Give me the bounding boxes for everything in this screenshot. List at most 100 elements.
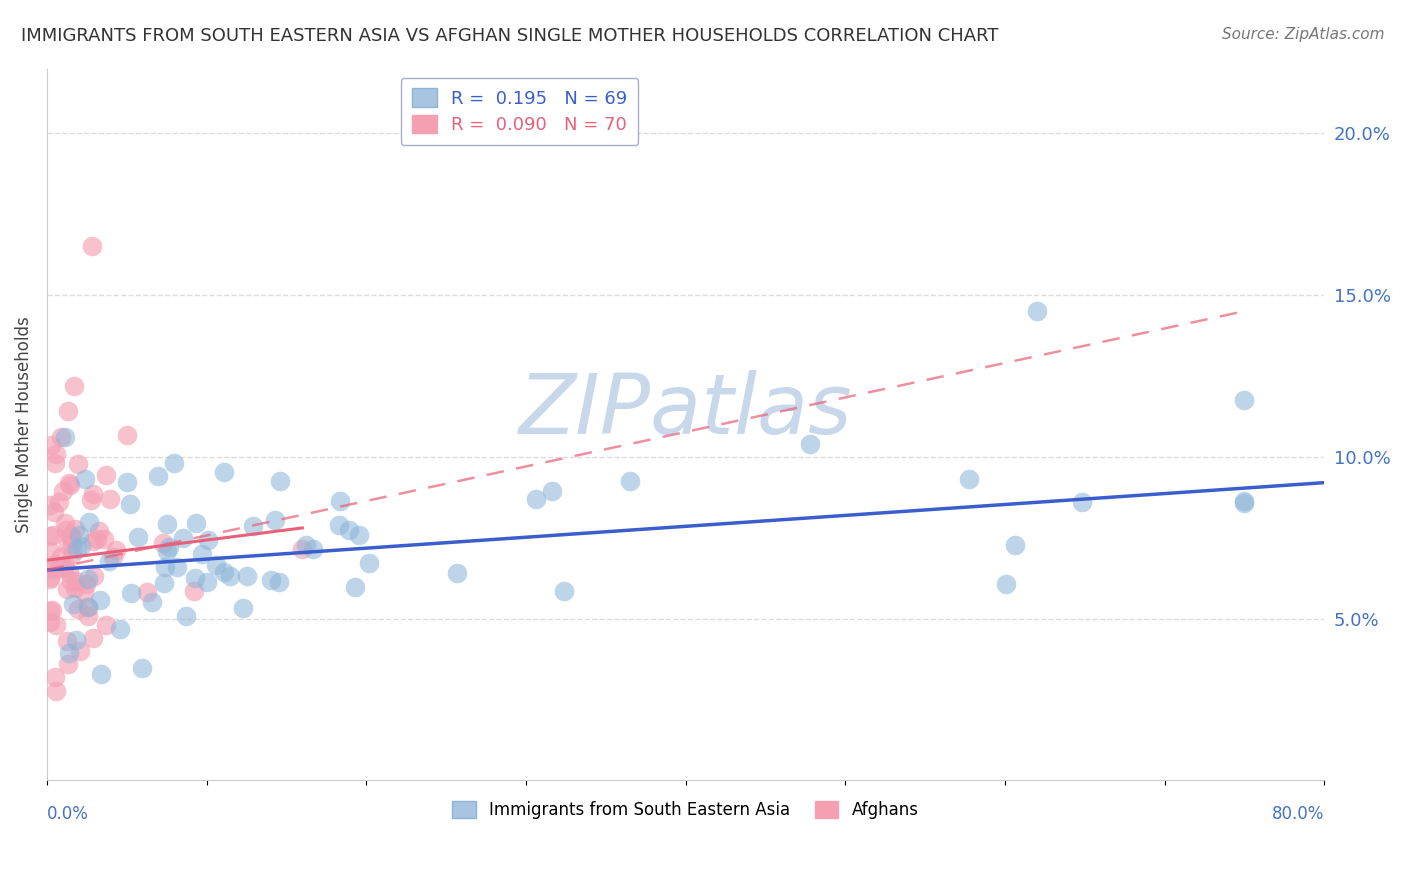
Point — [957, 472, 980, 486]
Point — [108, 622, 131, 636]
Point — [152, 535, 174, 549]
Point — [45, 617, 67, 632]
Point — [153, 559, 176, 574]
Point — [51, 430, 73, 444]
Point — [94, 467, 117, 482]
Point — [58, 646, 80, 660]
Point — [44, 456, 66, 470]
Point — [79, 493, 101, 508]
Point — [58, 566, 80, 580]
Point — [93, 532, 115, 546]
Point — [359, 556, 381, 570]
Point — [146, 469, 169, 483]
Point — [995, 577, 1018, 591]
Point — [205, 558, 228, 572]
Point — [56, 538, 79, 552]
Point — [267, 574, 290, 589]
Point — [39, 604, 62, 618]
Point — [197, 533, 219, 547]
Point — [172, 531, 194, 545]
Point — [156, 516, 179, 531]
Point — [291, 541, 314, 556]
Point — [60, 530, 83, 544]
Point — [260, 573, 283, 587]
Point — [94, 618, 117, 632]
Point — [174, 608, 197, 623]
Point — [58, 476, 80, 491]
Point — [1233, 393, 1256, 408]
Text: IMMIGRANTS FROM SOUTH EASTERN ASIA VS AFGHAN SINGLE MOTHER HOUSEHOLDS CORRELATIO: IMMIGRANTS FROM SOUTH EASTERN ASIA VS AF… — [21, 27, 998, 45]
Point — [39, 438, 62, 452]
Point — [39, 543, 62, 558]
Point — [120, 497, 142, 511]
Point — [120, 585, 142, 599]
Point — [69, 644, 91, 658]
Point — [69, 539, 91, 553]
Point — [63, 378, 86, 392]
Point — [66, 457, 89, 471]
Point — [41, 558, 63, 572]
Point — [446, 566, 468, 581]
Point — [295, 538, 318, 552]
Point — [183, 583, 205, 598]
Point — [799, 436, 821, 450]
Point — [157, 540, 180, 554]
Point — [1233, 493, 1256, 508]
Point — [77, 515, 100, 529]
Point — [1070, 495, 1092, 509]
Point — [63, 581, 86, 595]
Point — [48, 561, 70, 575]
Point — [242, 519, 264, 533]
Point — [87, 524, 110, 538]
Y-axis label: Single Mother Households: Single Mother Households — [15, 316, 32, 533]
Point — [75, 472, 97, 486]
Point — [343, 580, 366, 594]
Point — [117, 475, 139, 489]
Point — [191, 547, 214, 561]
Point — [269, 475, 291, 489]
Text: 0.0%: 0.0% — [46, 805, 89, 823]
Point — [48, 495, 70, 509]
Point — [59, 574, 82, 589]
Point — [53, 561, 76, 575]
Point — [45, 447, 67, 461]
Point — [52, 484, 75, 499]
Point — [553, 584, 575, 599]
Point — [62, 547, 84, 561]
Point — [236, 569, 259, 583]
Text: Source: ZipAtlas.com: Source: ZipAtlas.com — [1222, 27, 1385, 42]
Point — [39, 615, 62, 630]
Point — [75, 577, 97, 591]
Point — [135, 585, 157, 599]
Point — [39, 498, 62, 512]
Point — [65, 633, 87, 648]
Point — [80, 239, 103, 253]
Point — [77, 608, 100, 623]
Point — [301, 541, 323, 556]
Point — [232, 601, 254, 615]
Point — [541, 483, 564, 498]
Point — [141, 595, 163, 609]
Point — [60, 537, 83, 551]
Point — [73, 585, 96, 599]
Point — [127, 529, 149, 543]
Point — [195, 574, 218, 589]
Point — [77, 572, 100, 586]
Point — [212, 466, 235, 480]
Point — [131, 661, 153, 675]
Point — [619, 474, 641, 488]
Point — [1233, 496, 1256, 510]
Point — [53, 430, 76, 444]
Point — [55, 558, 77, 573]
Point — [152, 576, 174, 591]
Text: 80.0%: 80.0% — [1272, 805, 1324, 823]
Point — [53, 516, 76, 530]
Point — [163, 456, 186, 470]
Point — [218, 569, 240, 583]
Point — [55, 523, 77, 537]
Legend: Immigrants from South Eastern Asia, Afghans: Immigrants from South Eastern Asia, Afgh… — [446, 794, 925, 825]
Point — [55, 582, 77, 597]
Point — [65, 522, 87, 536]
Point — [65, 574, 87, 588]
Point — [328, 518, 350, 533]
